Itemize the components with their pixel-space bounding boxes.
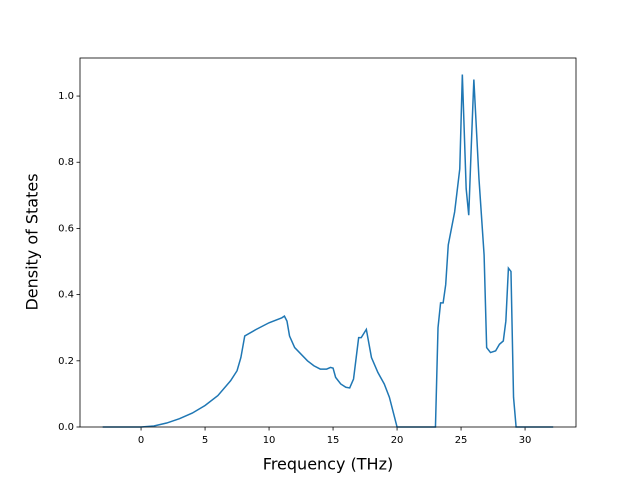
y-tick-label: 0.4: [58, 290, 74, 301]
x-tick-label: 25: [455, 435, 468, 446]
x-tick-label: 10: [263, 435, 276, 446]
x-tick-label: 5: [202, 435, 208, 446]
y-tick-label: 0.0: [58, 422, 74, 433]
x-tick-label: 15: [327, 435, 340, 446]
y-tick-label: 0.2: [58, 356, 74, 367]
line: [102, 74, 554, 428]
x-tick-label: 0: [138, 435, 144, 446]
x-axis-label: Frequency (THz): [263, 455, 393, 474]
x-tick-label: 20: [391, 435, 404, 446]
plot-frame: [79, 57, 577, 428]
x-tick-label: 30: [519, 435, 532, 446]
y-tick-label: 0.6: [58, 223, 74, 234]
y-axis-label: Density of States: [23, 173, 42, 310]
y-tick-label: 0.8: [58, 157, 74, 168]
y-tick-label: 1.0: [58, 91, 74, 102]
